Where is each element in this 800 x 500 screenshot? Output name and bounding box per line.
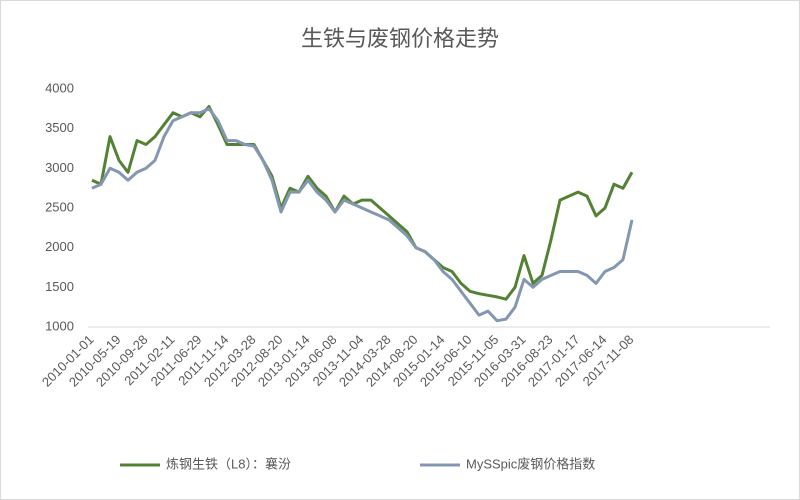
y-tick-label: 4000 bbox=[45, 80, 74, 95]
series-line bbox=[91, 107, 634, 323]
y-tick-label: 2000 bbox=[45, 239, 74, 254]
y-tick-label: 1500 bbox=[45, 279, 74, 294]
legend-label: 炼钢生铁（L8）：襄汾 bbox=[166, 456, 291, 471]
chart-title: 生铁与废钢价格走势 bbox=[301, 26, 499, 51]
y-tick-label: 3500 bbox=[45, 120, 74, 135]
y-tick-label: 2500 bbox=[45, 199, 74, 214]
legend-label: MySSpic废钢价格指数 bbox=[466, 456, 595, 471]
y-tick-label: 1000 bbox=[45, 318, 74, 333]
y-tick-label: 3000 bbox=[45, 160, 74, 175]
